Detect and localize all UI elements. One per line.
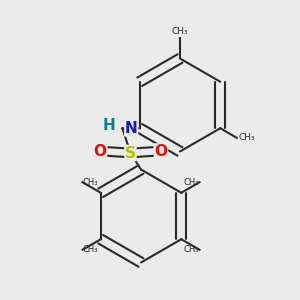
- Text: O: O: [154, 144, 167, 159]
- Text: N: N: [125, 121, 138, 136]
- Text: CH₃: CH₃: [82, 178, 98, 187]
- Text: CH₃: CH₃: [172, 27, 188, 36]
- Text: O: O: [94, 144, 106, 159]
- Text: CH₃: CH₃: [238, 133, 255, 142]
- Text: H: H: [102, 118, 115, 134]
- Text: CH₃: CH₃: [184, 178, 200, 187]
- Text: CH₃: CH₃: [184, 245, 200, 254]
- Text: CH₃: CH₃: [82, 245, 98, 254]
- Text: S: S: [125, 146, 136, 160]
